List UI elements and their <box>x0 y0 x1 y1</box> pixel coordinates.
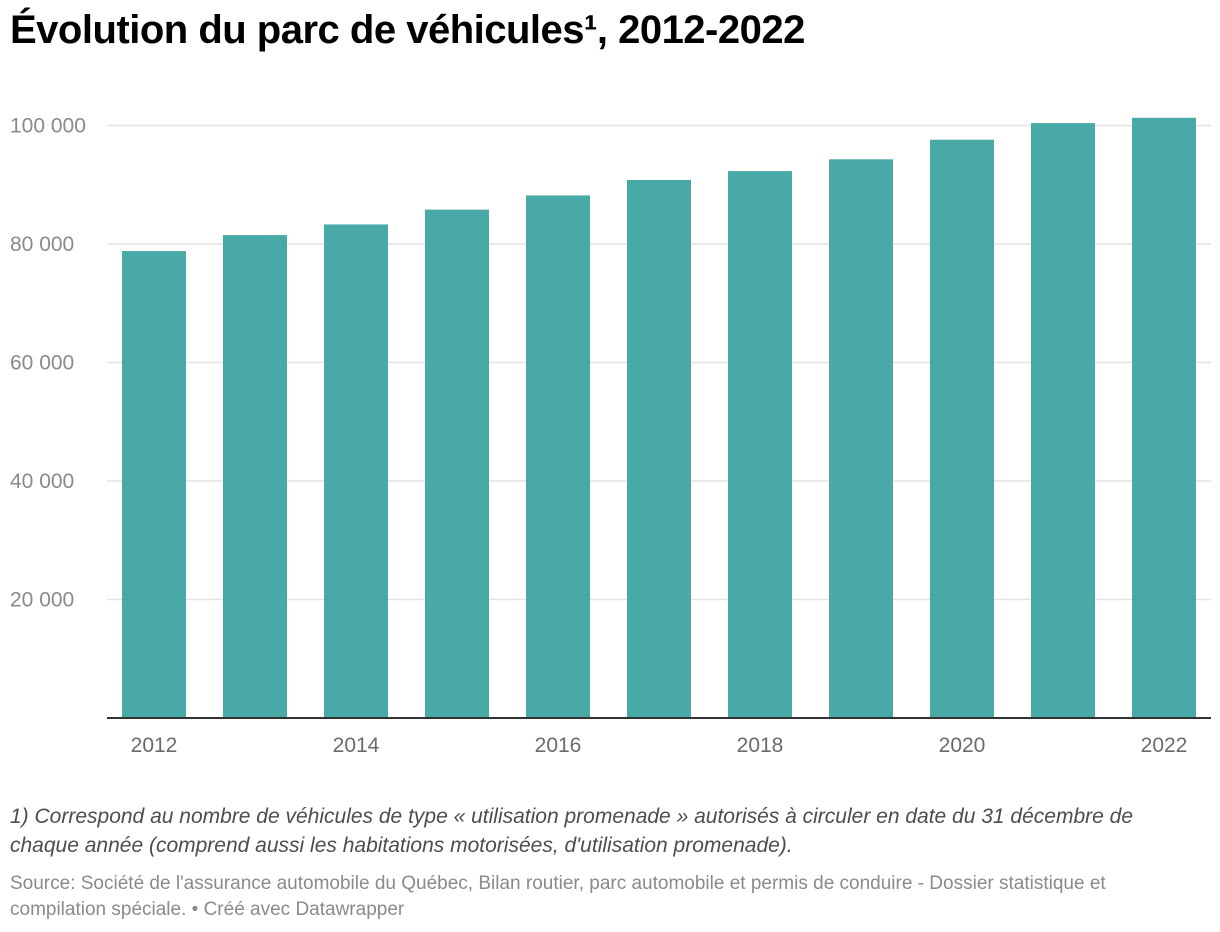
bar-2020 <box>930 139 994 719</box>
y-tick-label: 80 000 <box>10 233 74 256</box>
bar-2019 <box>829 159 893 718</box>
bar-2017 <box>627 180 691 718</box>
bar-chart: 20 000 40 000 60 000 80 000 100 000 2012 2014… <box>10 115 1211 757</box>
bar-2012 <box>122 251 186 719</box>
x-tick-label: 2016 <box>535 734 582 757</box>
bar-2018 <box>728 171 792 718</box>
x-tick-label: 2022 <box>1141 734 1188 757</box>
chart-title: Évolution du parc de véhicules¹, 2012-20… <box>10 8 805 52</box>
x-tick-label: 2012 <box>131 734 178 757</box>
y-tick-label: 20 000 <box>10 589 74 612</box>
bar-2022 <box>1132 117 1196 719</box>
x-tick-label: 2018 <box>737 734 784 757</box>
bar-2021 <box>1031 123 1095 718</box>
y-tick-label: 100 000 <box>10 115 86 138</box>
bar-2014 <box>324 224 388 718</box>
y-tick-label: 40 000 <box>10 470 74 493</box>
x-axis-tick-labels: 2012 2014 2016 2018 2020 2022 <box>131 734 1188 757</box>
bar-2015 <box>425 209 489 718</box>
y-axis-tick-labels: 20 000 40 000 60 000 80 000 100 000 <box>10 115 86 612</box>
bar-2016 <box>526 195 590 719</box>
bar-2013 <box>223 235 287 719</box>
y-tick-label: 60 000 <box>10 352 74 375</box>
x-tick-label: 2020 <box>939 734 986 757</box>
x-tick-label: 2014 <box>333 734 380 757</box>
bars <box>122 117 1196 719</box>
footnote: 1) Correspond au nombre de véhicules de … <box>10 805 1134 857</box>
source-credit: Source: Société de l'assurance automobil… <box>10 873 1106 920</box>
